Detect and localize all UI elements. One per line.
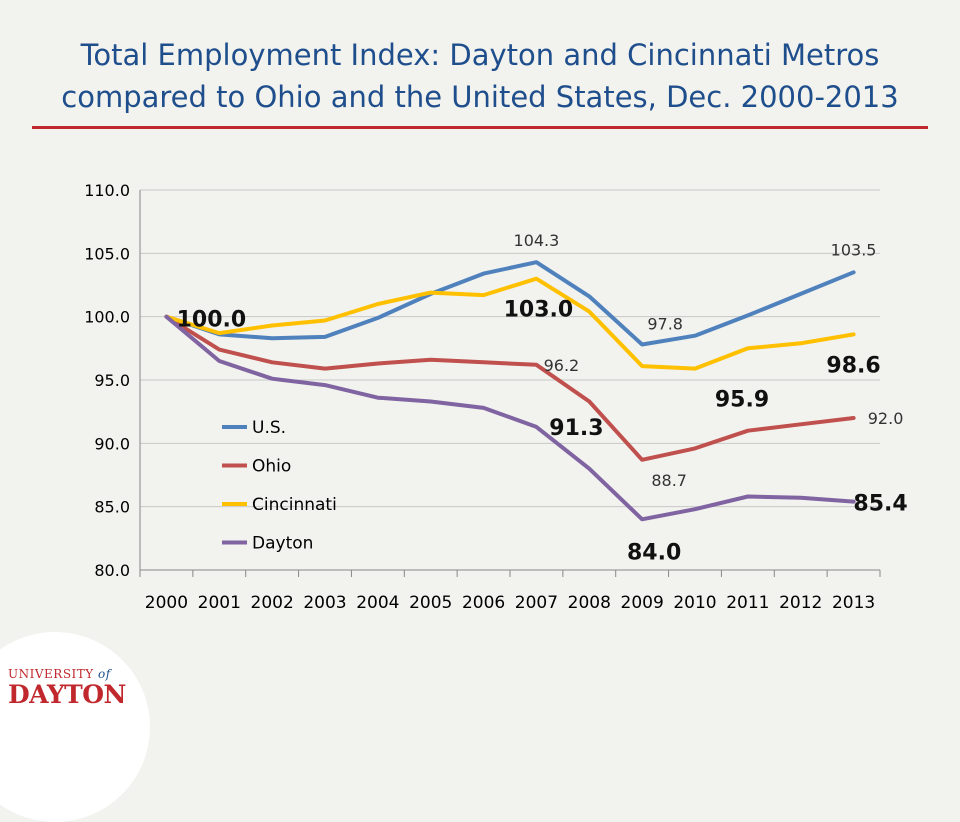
series-line-dayton <box>164 314 856 522</box>
y-tick-label: 100.0 <box>84 308 130 327</box>
data-label: 97.8 <box>647 315 683 334</box>
x-tick-label: 2003 <box>303 593 346 613</box>
legend-label: Dayton <box>252 534 313 554</box>
data-label: 103.5 <box>831 240 877 259</box>
y-tick-label: 90.0 <box>94 434 130 453</box>
data-label: 91.3 <box>549 416 603 441</box>
x-tick-label: 2012 <box>779 593 822 613</box>
x-tick-label: 2005 <box>409 593 452 613</box>
x-tick-label: 2006 <box>462 593 505 613</box>
series-line-u-s <box>164 260 856 347</box>
data-label: 98.6 <box>826 353 880 378</box>
data-label: 88.7 <box>651 471 687 490</box>
x-tick-label: 2010 <box>673 593 716 613</box>
x-tick-label: 2001 <box>198 593 241 613</box>
x-tick-label: 2009 <box>621 593 664 613</box>
employment-index-line-chart: 80.0 85.0 90.0 95.0 100.0 105.0 110.0 2000 2001 2… <box>84 181 908 613</box>
y-tick-label: 85.0 <box>94 498 130 517</box>
x-tick-label: 2004 <box>356 593 399 613</box>
y-tick-label: 105.0 <box>84 244 130 263</box>
x-tick-label: 2007 <box>515 593 558 613</box>
logo-university-word: UNIVERSITY <box>8 667 94 681</box>
slide-title-line1: Total Employment Index: Dayton and Cinci… <box>80 38 880 72</box>
university-logo: UNIVERSITY of DAYTON <box>8 668 148 707</box>
logo-of-word: of <box>98 667 111 681</box>
legend-label: U.S. <box>252 418 286 438</box>
data-label: 92.0 <box>868 409 904 428</box>
x-tick-label: 2008 <box>568 593 611 613</box>
data-label: 95.9 <box>715 388 769 413</box>
data-label: 100.0 <box>177 308 247 333</box>
data-label: 85.4 <box>853 492 907 517</box>
title-divider <box>32 126 928 129</box>
slide-title-line2: compared to Ohio and the United States, … <box>61 80 899 114</box>
data-label: 103.0 <box>504 298 574 323</box>
slide-title: Total Employment Index: Dayton and Cinci… <box>0 34 960 118</box>
data-label: 104.3 <box>514 231 560 250</box>
data-label: 84.0 <box>627 540 681 565</box>
logo-university-text: UNIVERSITY of <box>8 668 148 680</box>
legend-label: Cincinnati <box>252 495 337 515</box>
y-tick-label: 110.0 <box>84 181 130 200</box>
series-line-cincinnati <box>164 276 856 371</box>
x-tick-label: 2011 <box>726 593 769 613</box>
logo-name-text: DAYTON <box>8 680 126 709</box>
x-tick-label: 2013 <box>832 593 875 613</box>
legend-label: Ohio <box>252 457 291 477</box>
y-tick-label: 95.0 <box>94 371 130 390</box>
series-line-ohio <box>164 314 856 462</box>
x-tick-label: 2002 <box>251 593 294 613</box>
y-tick-label: 80.0 <box>94 561 130 580</box>
data-label: 96.2 <box>544 356 580 375</box>
x-tick-label: 2000 <box>145 593 188 613</box>
